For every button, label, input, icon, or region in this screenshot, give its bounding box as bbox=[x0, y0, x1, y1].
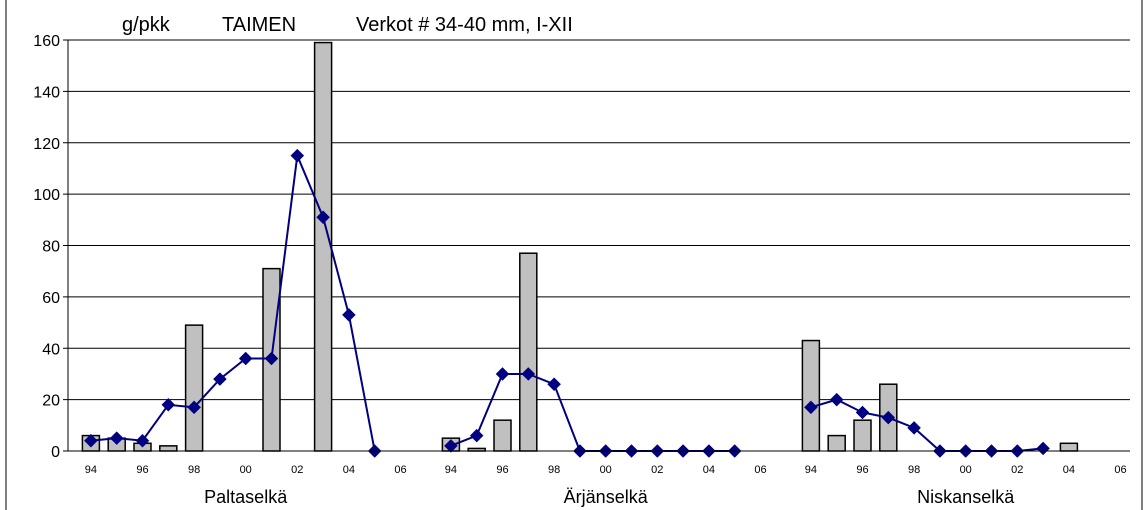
x-tick-label: 02 bbox=[1011, 464, 1023, 476]
chart-title-unit: g/pkk bbox=[122, 14, 171, 36]
bar bbox=[801, 339, 821, 452]
point-marker bbox=[804, 400, 818, 415]
x-tick-label: 06 bbox=[754, 464, 766, 476]
bar bbox=[519, 252, 538, 452]
y-tick-label: 20 bbox=[42, 393, 60, 410]
x-tick-label: 96 bbox=[496, 464, 508, 476]
x-tick-label: 06 bbox=[1114, 464, 1126, 476]
point-marker bbox=[521, 367, 536, 381]
bar bbox=[1059, 442, 1079, 452]
point-marker bbox=[187, 400, 201, 415]
x-tick-label: 06 bbox=[394, 464, 406, 476]
point-marker bbox=[547, 377, 561, 392]
y-tick-label: 140 bbox=[33, 84, 60, 101]
x-tick-label: 00 bbox=[600, 464, 612, 476]
group-label: Niskanselkä bbox=[917, 487, 1015, 507]
axes bbox=[63, 39, 1130, 452]
bar bbox=[313, 41, 333, 452]
point-marker bbox=[161, 397, 176, 412]
y-tick-label: 100 bbox=[33, 187, 60, 204]
y-tick-label: 160 bbox=[33, 33, 60, 50]
point-marker bbox=[238, 351, 253, 366]
y-tick-label: 120 bbox=[33, 136, 60, 153]
point-marker bbox=[342, 308, 356, 322]
x-tick-label: 98 bbox=[908, 464, 920, 476]
chart-title-gear: Verkot # 34-40 mm, I-XII bbox=[356, 14, 573, 36]
point-marker bbox=[881, 410, 896, 425]
x-tick-label: 04 bbox=[1063, 464, 1075, 476]
y-tick-label: 80 bbox=[42, 239, 60, 256]
x-tick-label: 02 bbox=[651, 464, 663, 476]
point-marker bbox=[316, 210, 330, 225]
gridlines bbox=[68, 39, 1130, 401]
x-tick-label: 02 bbox=[291, 464, 303, 476]
x-tick-label: 94 bbox=[85, 464, 97, 476]
x-tick-label: 04 bbox=[343, 464, 355, 476]
point-marker bbox=[829, 392, 844, 407]
point-marker bbox=[907, 421, 921, 435]
point-marker bbox=[109, 431, 124, 446]
bar bbox=[493, 419, 512, 452]
point-marker bbox=[1036, 441, 1050, 456]
point-marker bbox=[444, 439, 458, 453]
x-tick-label: 04 bbox=[703, 464, 715, 476]
chart-title-species: TAIMEN bbox=[222, 14, 296, 36]
x-tick-label: 96 bbox=[856, 464, 868, 476]
y-tick-label: 40 bbox=[42, 341, 60, 358]
point-marker bbox=[213, 372, 227, 386]
point-marker bbox=[855, 405, 870, 420]
point-marker bbox=[84, 433, 98, 448]
x-tick-label: 96 bbox=[136, 464, 148, 476]
point-marker bbox=[290, 148, 305, 163]
point-marker bbox=[264, 351, 279, 366]
bar bbox=[184, 324, 204, 452]
x-tick-label: 00 bbox=[240, 464, 252, 476]
x-tick-label: 98 bbox=[548, 464, 560, 476]
y-tick-label: 0 bbox=[51, 444, 60, 461]
bars bbox=[81, 41, 1079, 452]
point-marker bbox=[495, 367, 510, 381]
bar bbox=[853, 419, 872, 452]
x-tick-label: 00 bbox=[960, 464, 972, 476]
series-lines bbox=[84, 148, 1050, 458]
y-tick-label: 60 bbox=[42, 290, 60, 307]
x-tick-label: 94 bbox=[445, 464, 457, 476]
point-marker bbox=[135, 433, 150, 448]
point-marker bbox=[469, 428, 484, 443]
group-label: Ärjänselkä bbox=[564, 487, 649, 507]
x-tick-label: 94 bbox=[805, 464, 817, 476]
bar bbox=[159, 445, 178, 452]
bar bbox=[827, 434, 846, 452]
x-tick-label: 98 bbox=[188, 464, 200, 476]
group-label: Paltaselkä bbox=[204, 487, 288, 507]
